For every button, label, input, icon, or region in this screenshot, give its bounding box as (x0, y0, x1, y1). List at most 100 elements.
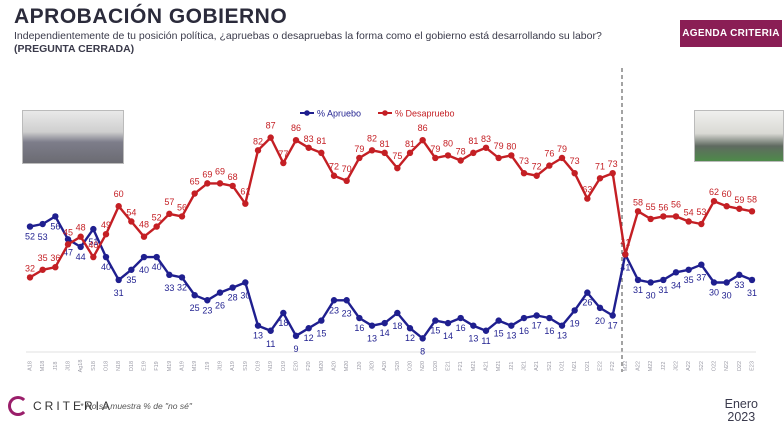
data-label-aprueba: 12 (304, 333, 314, 343)
data-label-desaprueba: 86 (418, 123, 428, 133)
question-text: Independientemente de tu posición políti… (14, 30, 602, 42)
data-label-desaprueba: 87 (266, 121, 276, 131)
data-label-aprueba: 40 (152, 262, 162, 272)
data-label-desaprueba: 71 (595, 161, 605, 171)
data-label-aprueba: 26 (215, 301, 225, 311)
x-tick-label: A20 (382, 361, 388, 371)
data-label-aprueba: 13 (506, 331, 516, 341)
data-point-aprueba (698, 261, 705, 268)
data-point-desaprueba (685, 218, 692, 225)
data-point-aprueba (52, 213, 59, 220)
data-point-aprueba (609, 312, 616, 319)
series-line-aprueba (29, 215, 753, 340)
data-point-aprueba (672, 269, 680, 276)
data-label-aprueba: 30 (240, 290, 250, 300)
x-tick-label: D18 (129, 361, 135, 371)
data-point-aprueba (546, 314, 553, 322)
x-tick-label: Jl21 (521, 361, 527, 371)
x-tick-label: M19 (192, 361, 198, 372)
data-label-aprueba: 34 (671, 280, 681, 290)
x-tick-label: M22 (648, 361, 654, 372)
data-point-desaprueba (343, 177, 350, 185)
data-label-desaprueba: 81 (380, 139, 390, 149)
x-tick-label: D19 (281, 361, 287, 371)
data-label-desaprueba: 54 (684, 207, 694, 217)
x-tick-label: S19 (243, 361, 249, 371)
data-label-aprueba: 13 (557, 331, 567, 341)
data-label-aprueba: 33 (734, 280, 744, 290)
x-tick-label: J20 (357, 362, 363, 371)
x-tick-label: M20 (344, 361, 350, 372)
data-point-desaprueba (432, 154, 439, 162)
x-tick-label: Jl19 (217, 361, 223, 371)
x-tick-label: M20 (319, 361, 325, 372)
data-label-desaprueba: 56 (658, 202, 668, 212)
data-label-desaprueba: 68 (228, 172, 238, 182)
data-point-desaprueba (368, 147, 376, 154)
x-tick-label: A20 (331, 361, 337, 371)
data-label-aprueba: 8 (420, 346, 425, 356)
data-label-desaprueba: 53 (696, 207, 706, 217)
data-point-aprueba (520, 314, 528, 322)
data-label-aprueba: 31 (658, 285, 668, 295)
data-point-desaprueba (394, 164, 401, 172)
data-point-aprueba (204, 297, 211, 304)
data-point-aprueba (254, 322, 262, 329)
data-label-desaprueba: 73 (519, 156, 529, 166)
data-point-aprueba (432, 317, 439, 324)
data-label-desaprueba: 69 (215, 166, 225, 176)
data-point-desaprueba (470, 149, 477, 157)
data-label-desaprueba: 48 (139, 220, 149, 230)
data-point-desaprueba (229, 182, 236, 190)
data-point-aprueba (153, 253, 160, 261)
data-point-aprueba (647, 279, 654, 286)
data-label-aprueba: 18 (278, 318, 288, 328)
data-point-aprueba (128, 266, 135, 273)
data-point-desaprueba (406, 149, 414, 157)
data-label-desaprueba: 75 (392, 151, 402, 161)
x-tick-label: M21 (496, 361, 502, 372)
data-label-aprueba: 30 (722, 290, 732, 300)
data-label-aprueba: 30 (646, 290, 656, 300)
x-tick-label: S18 (91, 361, 97, 371)
data-point-desaprueba (52, 264, 59, 271)
data-label-aprueba: 31 (633, 285, 643, 295)
data-point-desaprueba (558, 154, 566, 162)
data-point-aprueba (267, 327, 274, 334)
data-label-aprueba: 40 (101, 262, 111, 272)
data-label-aprueba: 12 (405, 333, 415, 343)
data-label-aprueba: 16 (354, 323, 364, 333)
x-tick-label: M18 (40, 361, 46, 372)
data-label-aprueba: 23 (329, 305, 339, 315)
data-label-desaprueba: 72 (532, 162, 542, 172)
x-tick-label: F19 (154, 361, 160, 370)
data-label-desaprueba: 73 (608, 159, 618, 169)
data-point-desaprueba (508, 152, 515, 159)
data-label-desaprueba: 83 (481, 134, 491, 144)
x-tick-label: M21 (471, 361, 477, 372)
report-month: Enero (724, 397, 758, 411)
x-tick-label: J19 (205, 362, 211, 371)
data-label-desaprueba: 81 (405, 139, 415, 149)
data-point-aprueba (318, 317, 325, 324)
data-point-desaprueba (102, 230, 110, 238)
data-label-aprueba: 31 (747, 288, 757, 298)
data-label-aprueba: 14 (443, 331, 453, 341)
x-tick-label: J21 (509, 362, 515, 371)
data-point-desaprueba (128, 218, 135, 225)
x-tick-label: A18 (27, 361, 33, 371)
data-point-desaprueba (381, 149, 388, 157)
data-point-desaprueba (140, 233, 148, 240)
data-label-desaprueba: 69 (202, 169, 212, 179)
legend-marker-aprueba (304, 110, 310, 116)
data-point-desaprueba (166, 210, 173, 218)
data-label-desaprueba: 36 (50, 253, 60, 263)
data-label-aprueba: 25 (190, 303, 200, 313)
data-point-desaprueba (77, 233, 84, 240)
data-label-desaprueba: 32 (25, 263, 35, 273)
data-point-desaprueba (710, 197, 718, 205)
data-label-aprueba: 17 (608, 321, 618, 331)
data-label-desaprueba: 40 (88, 240, 98, 250)
data-point-aprueba (292, 332, 300, 340)
data-label-aprueba: 13 (367, 334, 377, 344)
